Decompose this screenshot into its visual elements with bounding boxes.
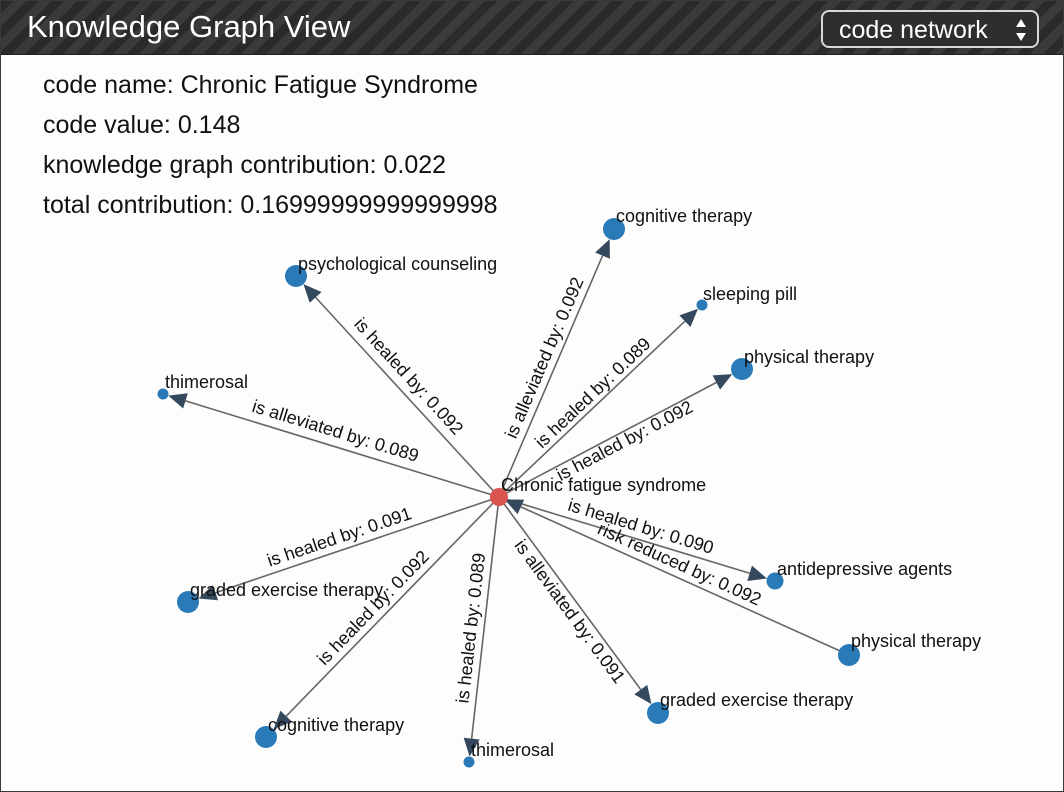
node-label: antidepressive agents (777, 559, 952, 579)
graph-edge (498, 255, 604, 498)
graph-edge (520, 506, 850, 656)
arrowhead-icon (679, 308, 699, 327)
graph-edge (470, 496, 500, 739)
code-value-text: code value: 0.148 (43, 111, 241, 139)
graph-node[interactable] (766, 572, 784, 590)
arrowhead-icon (303, 284, 322, 303)
node-label: thimerosal (165, 372, 248, 392)
node-label: graded exercise therapy (190, 580, 383, 600)
graph-edge (215, 496, 500, 594)
view-select[interactable]: code network (821, 10, 1039, 48)
center-node-label: Chronic fatigue syndrome (501, 475, 706, 495)
arrowhead-icon (747, 565, 767, 581)
graph-edge (315, 296, 500, 498)
node-label: physical therapy (744, 347, 874, 367)
edge-label: is alleviated by: 0.091 (510, 536, 629, 687)
graph-edge (285, 496, 500, 717)
graph-node[interactable] (255, 726, 277, 748)
graph-edge (498, 496, 750, 575)
arrowhead-icon (634, 684, 652, 705)
graph-node[interactable] (463, 756, 475, 768)
node-label: graded exercise therapy (660, 690, 853, 710)
node-label: cognitive therapy (616, 206, 752, 226)
panel-title: Knowledge Graph View (27, 9, 351, 44)
arrowhead-icon (712, 374, 733, 390)
graph-node[interactable] (838, 644, 860, 666)
arrowhead-icon (463, 737, 480, 757)
node-label: physical therapy (851, 631, 981, 651)
edge-label: is healed by: 0.091 (264, 503, 414, 570)
code-name-text: code name: Chronic Fatigue Syndrome (43, 71, 478, 99)
graph-node[interactable] (603, 218, 625, 240)
graph-edge (498, 496, 642, 691)
node-label: sleeping pill (703, 284, 797, 304)
arrowhead-icon (273, 710, 292, 730)
graph-node[interactable] (177, 591, 199, 613)
graph-edge (498, 320, 686, 498)
total-contribution-text: total contribution: 0.16999999999999998 (43, 191, 498, 219)
arrowhead-icon (504, 499, 525, 515)
graph-node[interactable] (647, 702, 669, 724)
graph-edge (185, 400, 500, 498)
select-arrows-icon (1016, 19, 1026, 41)
center-node[interactable] (490, 488, 508, 506)
kg-contribution-text: knowledge graph contribution: 0.022 (43, 151, 447, 179)
graph-edge (498, 381, 717, 498)
graph-node[interactable] (157, 388, 169, 400)
node-label: psychological counseling (298, 254, 497, 274)
node-label: cognitive therapy (268, 715, 404, 735)
edge-label: is healed by: 0.092 (313, 547, 433, 669)
nodes-layer: cognitive therapy sleeping pill physical t… (157, 206, 981, 768)
graph-node[interactable] (285, 265, 307, 287)
node-label: thimerosal (471, 740, 554, 760)
graph-node[interactable] (731, 358, 753, 380)
arrowhead-icon (198, 585, 219, 601)
edge-label: is alleviated by: 0.089 (250, 396, 421, 466)
arrowhead-icon (168, 393, 188, 409)
arrowhead-icon (595, 239, 610, 259)
view-select-value: code network (839, 16, 988, 44)
panel-header: Knowledge Graph View code network (1, 1, 1063, 55)
edge-label: is healed by: 0.092 (350, 314, 467, 439)
graph-node[interactable] (696, 299, 708, 311)
